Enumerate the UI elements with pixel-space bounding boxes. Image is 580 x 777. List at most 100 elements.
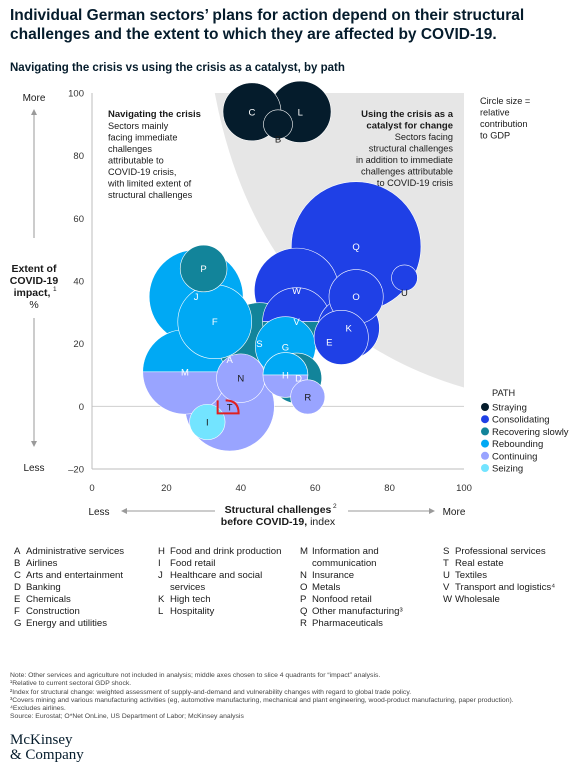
bubble-R (290, 379, 326, 415)
y-axis-label: COVID-19 (10, 275, 59, 287)
sector-key-letter: O (300, 582, 308, 593)
sector-key-item: Q Other manufacturing³ (300, 606, 440, 618)
chart-title: Individual German sectors’ plans for act… (10, 7, 525, 43)
sector-key-item: P Nonfood retail (300, 594, 440, 606)
sector-key-letter: D (14, 582, 21, 593)
quadrant-left-text: Sectors mainly (108, 121, 169, 131)
bubble-U (391, 264, 418, 292)
sector-key-name: Professional services (455, 546, 546, 557)
sector-key-item: W Wholesale (443, 594, 578, 606)
sector-key-letter: F (14, 606, 20, 617)
bubble-label-J: J (194, 292, 199, 303)
y-tick-label: –20 (68, 465, 84, 476)
legend-label-consolidating: Consolidating (492, 415, 550, 426)
mckinsey-logo: McKinsey & Company (10, 733, 84, 763)
bubble-label-D: D (295, 374, 302, 385)
y-axis-more: More (23, 93, 46, 104)
y-tick-label: 80 (73, 151, 84, 162)
sector-key-name: Real estate (455, 558, 504, 569)
bubble-label-I: I (206, 418, 209, 429)
sector-key-item: G Energy and utilities (14, 618, 154, 630)
sector-key-item: V Transport and logistics⁴ (443, 582, 578, 594)
y-tick-label: 0 (79, 402, 84, 413)
sector-key-letter: K (158, 594, 165, 605)
x-tick-label: 80 (384, 483, 395, 494)
sector-key-letter: M (300, 546, 308, 557)
sector-key-item: C Arts and entertainment (14, 570, 154, 582)
legend-swatch-straying (481, 403, 489, 411)
sector-key-col-1: A Administrative services B Airlines C Arts a… (14, 546, 154, 630)
sector-key-name: Construction (26, 606, 80, 617)
bubble-label-L: L (298, 107, 303, 118)
legend-swatch-rebounding (481, 439, 489, 448)
y-axis-label-sup: 1 (53, 286, 57, 293)
sector-key-item: J Healthcare and social services (158, 570, 298, 594)
sector-key-letter: B (14, 558, 21, 569)
sector-key-item: A Administrative services (14, 546, 154, 558)
bubble-label-R: R (304, 392, 311, 403)
quadrant-left-text: with limited extent of (107, 179, 192, 189)
bubble-B (263, 109, 293, 140)
x-axis-more: More (443, 507, 466, 518)
sector-key-name: Administrative services (26, 546, 125, 557)
sector-key-letter: H (158, 546, 165, 557)
bubble-label-Q: Q (352, 242, 359, 253)
sector-key-name: Transport and logistics⁴ (455, 582, 556, 593)
x-tick-label: 60 (310, 483, 321, 494)
bubble-label-F: F (212, 317, 218, 328)
sector-key-item: R Pharmaceuticals (300, 618, 440, 630)
legend-swatch-consolidating (481, 415, 489, 424)
y-tick-label: 40 (73, 277, 84, 288)
sector-key-letter: W (443, 594, 453, 605)
sector-key-name: Food and drink production (170, 546, 282, 557)
sector-key-letter: J (158, 570, 163, 581)
y-tick-label: 20 (73, 339, 84, 350)
x-tick-label: 40 (236, 483, 247, 494)
sector-key-item: D Banking (14, 582, 154, 594)
sector-key-letter: N (300, 570, 307, 581)
x-tick-label: 0 (89, 483, 94, 494)
x-tick-label: 100 (456, 483, 472, 494)
sector-key-name: Airlines (26, 558, 58, 569)
sector-key-item: K High tech (158, 594, 298, 606)
sector-key-col-3: M Information and communication N Insurance… (300, 546, 440, 630)
sector-key-letter: U (443, 570, 450, 581)
sector-key-name: Nonfood retail (312, 594, 372, 605)
note-line: ³Covers mining and various manufacturing… (10, 696, 514, 704)
sector-key-item: M Information and communication (300, 546, 440, 570)
sector-key-letter: S (443, 546, 450, 557)
sector-key-item: N Insurance (300, 570, 440, 582)
bubble-label-K: K (346, 324, 353, 335)
bubble-label-W: W (292, 286, 301, 297)
quadrant-right-text: to COVID-19 crisis (377, 178, 453, 188)
legend-label-rebounding: Rebounding (492, 439, 543, 450)
brand-line-2: & Company (10, 747, 84, 763)
size-note: contribution (480, 119, 528, 129)
brand-line-1: McKinsey (10, 732, 73, 748)
legend-swatch-continuing (481, 451, 489, 460)
quadrant-right-text: structural challenges (369, 144, 454, 154)
sector-key-name: Other manufacturing³ (312, 606, 403, 617)
y-tick-label: 100 (68, 89, 84, 100)
note-line: Source: Eurostat; O*Net OnLine, US Depar… (10, 713, 244, 721)
sector-key-item: L Hospitality (158, 606, 298, 618)
bubble-label-G: G (282, 342, 289, 353)
size-note: Circle size = (480, 96, 530, 106)
legend-swatch-recovering-slowly (481, 427, 489, 436)
bubble-label-H: H (282, 371, 289, 382)
legend-label-straying: Straying (492, 403, 527, 414)
bubble-label-C: C (249, 107, 256, 118)
x-axis-label: Structural challenges (225, 504, 332, 516)
sector-key-item: U Textiles (443, 570, 578, 582)
sector-key-name: Insurance (312, 570, 355, 581)
bubble-label-N: N (237, 374, 244, 385)
legend-label-seizing: Seizing (492, 464, 523, 475)
quadrant-left-text: challenges (108, 144, 152, 154)
sector-key-item: S Professional services (443, 546, 578, 558)
quadrant-left-text: facing immediate (108, 133, 177, 143)
sector-key-letter: R (300, 618, 307, 629)
y-axis-unit: % (29, 299, 38, 311)
x-axis-label-sup: 2 (333, 503, 337, 510)
sector-key-name: Healthcare and social services (170, 570, 263, 593)
